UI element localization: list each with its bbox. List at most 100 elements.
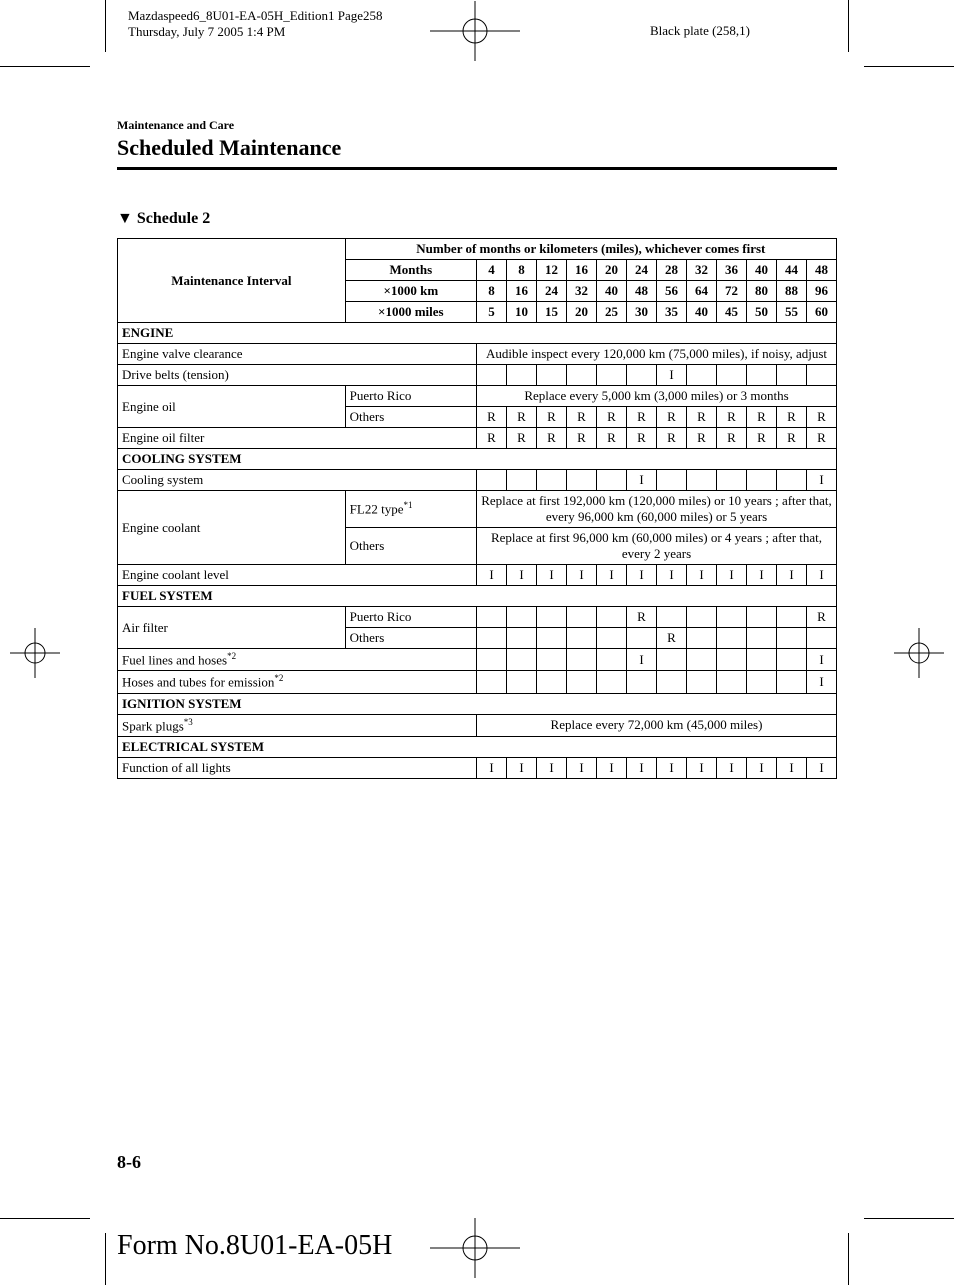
cell: R: [627, 607, 657, 628]
cell: [537, 365, 567, 386]
cell: [807, 628, 837, 649]
cell: I: [747, 757, 777, 778]
section-label: Maintenance and Care: [117, 118, 837, 133]
cell: [477, 607, 507, 628]
cell: [777, 470, 807, 491]
months-cell: 20: [597, 260, 627, 281]
row-all-lights: Function of all lights IIIIIIIIIIII: [118, 757, 837, 778]
cell: I: [747, 565, 777, 586]
header-plate: Black plate (258,1): [650, 23, 750, 39]
km-cell: 40: [597, 281, 627, 302]
miles-cell: 35: [657, 302, 687, 323]
miles-cell: 10: [507, 302, 537, 323]
fuel-lines-label: Fuel lines and hoses*2: [118, 649, 477, 671]
row-engine-oil-pr: Engine oil Puerto Rico Replace every 5,0…: [118, 386, 837, 407]
months-cell: 8: [507, 260, 537, 281]
km-cell: 80: [747, 281, 777, 302]
cell: [717, 607, 747, 628]
cell: R: [477, 428, 507, 449]
cell: I: [537, 565, 567, 586]
cell: R: [657, 628, 687, 649]
cell: [477, 365, 507, 386]
cell: I: [777, 757, 807, 778]
crop-mark: [0, 66, 90, 67]
cell: [747, 671, 777, 693]
engine-oil-label: Engine oil: [118, 386, 346, 428]
air-filter-others-label: Others: [345, 628, 476, 649]
air-filter-pr-label: Puerto Rico: [345, 607, 476, 628]
registration-mark-left: [10, 628, 60, 678]
row-spark-plugs: Spark plugs*3 Replace every 72,000 km (4…: [118, 714, 837, 736]
cell: I: [717, 757, 747, 778]
cell: [657, 649, 687, 671]
cell: [687, 470, 717, 491]
cell: [597, 649, 627, 671]
cell: [537, 671, 567, 693]
cell: [507, 470, 537, 491]
cell: [777, 671, 807, 693]
emission-hoses-label: Hoses and tubes for emission*2: [118, 671, 477, 693]
section-ignition: IGNITION SYSTEM: [118, 693, 837, 714]
engine-oil-pr-text: Replace every 5,000 km (3,000 miles) or …: [477, 386, 837, 407]
km-cell: 32: [567, 281, 597, 302]
km-cell: 24: [537, 281, 567, 302]
cell: I: [597, 757, 627, 778]
page-title: Scheduled Maintenance: [117, 135, 837, 161]
row-fuel-lines: Fuel lines and hoses*2 II: [118, 649, 837, 671]
section-engine: ENGINE: [118, 323, 837, 344]
cell: R: [807, 607, 837, 628]
crop-mark: [848, 0, 849, 52]
cell: [597, 628, 627, 649]
months-cell: 40: [747, 260, 777, 281]
cell: I: [567, 757, 597, 778]
cell: R: [597, 428, 627, 449]
engine-coolant-fl22-text: Replace at first 192,000 km (120,000 mil…: [477, 491, 837, 528]
fuel-lines-sup: *2: [227, 651, 236, 661]
row-drive-belts: Drive belts (tension) I: [118, 365, 837, 386]
emission-hoses-text: Hoses and tubes for emission: [122, 675, 274, 690]
section-cooling: COOLING SYSTEM: [118, 449, 837, 470]
cell: R: [597, 407, 627, 428]
triangle-down-icon: ▼: [117, 210, 133, 228]
cell: [507, 365, 537, 386]
cell: I: [507, 757, 537, 778]
emission-hoses-sup: *2: [274, 673, 283, 683]
fl22-sup: *1: [403, 500, 412, 510]
miles-cell: 50: [747, 302, 777, 323]
cell: R: [717, 428, 747, 449]
cell: R: [477, 407, 507, 428]
cell: I: [627, 565, 657, 586]
cell: [507, 607, 537, 628]
cell: [597, 607, 627, 628]
miles-cell: 25: [597, 302, 627, 323]
km-cell: 96: [807, 281, 837, 302]
row-emission-hoses: Hoses and tubes for emission*2 I: [118, 671, 837, 693]
cell: [777, 628, 807, 649]
cell: R: [567, 428, 597, 449]
cell: [717, 671, 747, 693]
cell: [657, 607, 687, 628]
cell: I: [807, 565, 837, 586]
km-cell: 56: [657, 281, 687, 302]
cell: R: [657, 428, 687, 449]
cell: [567, 628, 597, 649]
cell: [717, 649, 747, 671]
cell: [687, 607, 717, 628]
months-cell: 4: [477, 260, 507, 281]
engine-coolant-others-label: Others: [345, 528, 476, 565]
cell: R: [687, 428, 717, 449]
km-cell: 8: [477, 281, 507, 302]
cell: [597, 671, 627, 693]
cell: [597, 365, 627, 386]
months-cell: 16: [567, 260, 597, 281]
cell: R: [537, 407, 567, 428]
header-file-line: Mazdaspeed6_8U01-EA-05H_Edition1 Page258: [128, 8, 383, 24]
cell: R: [807, 428, 837, 449]
months-cell: 48: [807, 260, 837, 281]
cell: [567, 607, 597, 628]
cell: [687, 649, 717, 671]
fuel-lines-text: Fuel lines and hoses: [122, 652, 227, 667]
spark-plugs-sup: *3: [184, 717, 193, 727]
months-cell: 12: [537, 260, 567, 281]
cell: I: [627, 470, 657, 491]
